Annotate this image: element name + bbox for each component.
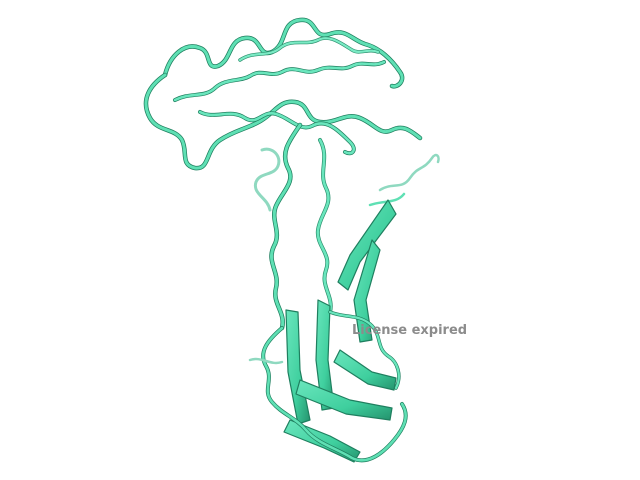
coil-segment (163, 18, 404, 88)
beta-strand (333, 349, 397, 391)
beta-strand (337, 199, 397, 291)
coil-segment (253, 147, 281, 212)
coil-segment (144, 73, 422, 170)
coil-segment (248, 357, 284, 365)
coil-segment (316, 138, 333, 314)
coil-segment (328, 310, 400, 390)
beta-strand (295, 379, 393, 421)
coil-segment (261, 326, 407, 462)
beta-strand (285, 309, 311, 425)
coil-segment (378, 153, 440, 192)
beta-strand (353, 239, 381, 343)
coil-segment (238, 37, 380, 62)
coil-segment (198, 110, 356, 156)
coil-segment (173, 60, 386, 102)
coil-segment (162, 17, 405, 89)
coil-segment (198, 110, 356, 155)
beta-sheet-domain (283, 199, 397, 463)
license-watermark: License expired (352, 323, 468, 338)
lower-loops (248, 310, 408, 463)
coil-segment (270, 123, 302, 330)
stalk-region (253, 122, 440, 331)
upper-loop-domain (143, 17, 423, 171)
